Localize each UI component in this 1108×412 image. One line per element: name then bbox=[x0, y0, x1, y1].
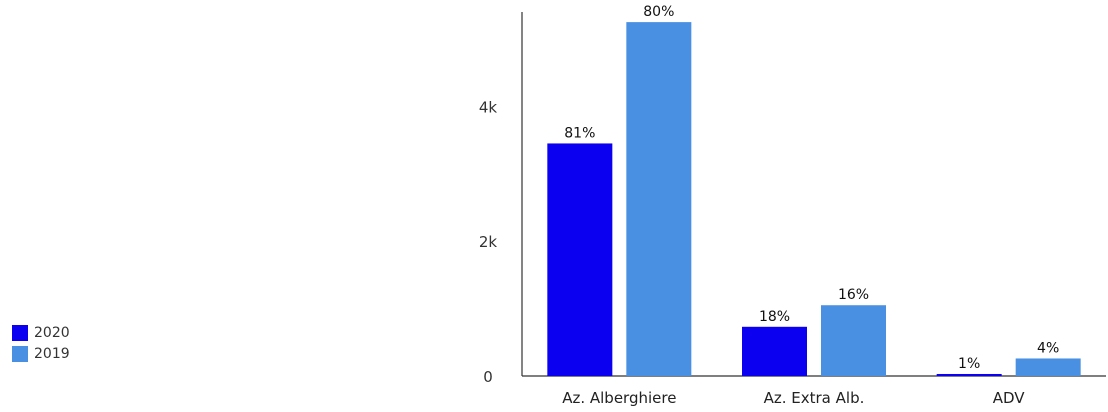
x-tick-label: Az. Extra Alb. bbox=[764, 389, 865, 407]
legend-item-2019[interactable]: 2019 bbox=[12, 343, 70, 364]
data-labels: 81% 80% 18% 16% 1% 4% bbox=[564, 4, 1059, 372]
data-label: 1% bbox=[958, 356, 980, 372]
y-tick-label: 2k bbox=[479, 233, 498, 251]
x-axis-ticks: Az. Alberghiere Az. Extra Alb. ADV bbox=[562, 389, 1025, 407]
legend-swatch-2020 bbox=[12, 324, 28, 341]
bar-2020-0[interactable] bbox=[547, 143, 613, 376]
bar-2020-2[interactable] bbox=[936, 373, 1002, 376]
data-label: 80% bbox=[643, 4, 674, 20]
y-tick-label: 4k bbox=[479, 98, 498, 116]
data-label: 16% bbox=[838, 287, 869, 303]
legend-label-2019: 2019 bbox=[34, 345, 70, 362]
axes bbox=[521, 12, 1106, 377]
legend: 2020 2019 bbox=[12, 322, 70, 364]
y-tick-label: 0 bbox=[483, 368, 493, 386]
bar-2019-2[interactable] bbox=[1015, 358, 1081, 376]
legend-swatch-2019 bbox=[12, 345, 28, 362]
bar-2019-1[interactable] bbox=[821, 305, 886, 376]
data-label: 18% bbox=[759, 309, 790, 325]
x-tick-label: ADV bbox=[993, 389, 1026, 407]
data-label: 81% bbox=[564, 125, 595, 141]
bars bbox=[547, 22, 1081, 376]
y-axis-ticks: 0 2k 4k bbox=[479, 98, 498, 386]
x-tick-label: Az. Alberghiere bbox=[562, 389, 676, 407]
data-label: 4% bbox=[1037, 340, 1059, 356]
bar-2020-1[interactable] bbox=[742, 326, 807, 376]
bar-2019-0[interactable] bbox=[626, 22, 692, 376]
legend-label-2020: 2020 bbox=[34, 324, 70, 341]
legend-item-2020[interactable]: 2020 bbox=[12, 322, 70, 343]
